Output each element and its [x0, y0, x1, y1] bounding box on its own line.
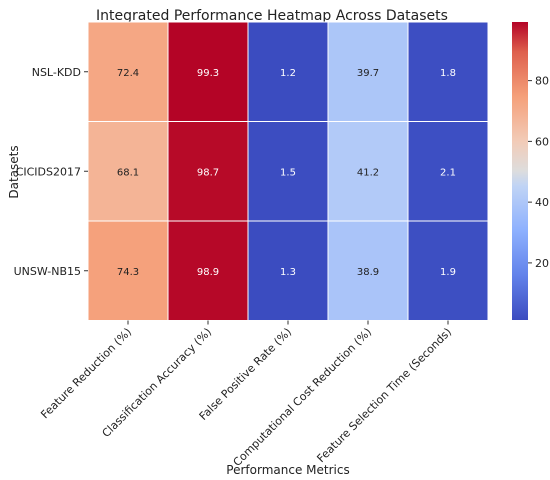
- heatmap-cell: [247, 220, 329, 321]
- cell-value-label: 38.9: [357, 267, 379, 278]
- cell-value-label: 2.1: [440, 167, 456, 178]
- heatmap-cells: [87, 21, 489, 321]
- column-label: Computational Cost Reduction (%): [231, 325, 375, 469]
- cell-value-label: 1.8: [440, 68, 456, 79]
- colorbar-ticks: 20 40 60 80: [528, 75, 549, 270]
- row-tick-labels: NSL-KDD CICIDS2017 UNSW-NB15: [14, 66, 88, 278]
- chart-title: Integrated Performance Heatmap Across Da…: [96, 8, 448, 24]
- row-label: NSL-KDD: [32, 66, 81, 79]
- colorbar-tick-label: 40: [535, 196, 549, 209]
- heatmap-cell: [407, 220, 489, 321]
- cell-value-label: 98.7: [197, 167, 219, 178]
- heatmap-cell: [407, 21, 489, 122]
- cell-value-label: 1.2: [280, 68, 296, 79]
- colorbar: [512, 22, 528, 320]
- colorbar-tick-label: 80: [535, 75, 549, 88]
- cell-value-label: 1.3: [280, 267, 296, 278]
- heatmap-cell: [247, 121, 329, 222]
- cell-value-label: 68.1: [117, 167, 139, 178]
- row-label: UNSW-NB15: [14, 265, 81, 278]
- cell-value-label: 99.3: [197, 68, 219, 79]
- cell-value-label: 1.9: [440, 267, 456, 278]
- heatmap-cell: [167, 220, 249, 321]
- column-tick-labels: Feature Reduction (%)Classification Accu…: [38, 320, 454, 469]
- colorbar-tick-label: 20: [535, 257, 549, 270]
- cell-value-label: 98.9: [197, 267, 219, 278]
- colorbar-tick-label: 60: [535, 135, 549, 148]
- heatmap-cell: [167, 121, 249, 222]
- column-label: Feature Selection Time (Seconds): [314, 325, 454, 465]
- row-label: CICIDS2017: [16, 165, 81, 178]
- cell-value-label: 1.5: [280, 167, 296, 178]
- x-axis-label: Performance Metrics: [226, 463, 349, 477]
- column-label: Feature Reduction (%): [38, 325, 134, 421]
- cell-value-label: 74.3: [117, 267, 139, 278]
- heatmap-cell: [87, 220, 169, 321]
- cell-value-label: 41.2: [357, 167, 379, 178]
- heatmap-cell: [87, 121, 169, 222]
- y-axis-label: Datasets: [7, 145, 21, 198]
- column-label: False Positive Rate (%): [197, 325, 294, 422]
- heatmap-cell-labels: 72.4 99.3 1.2 39.7 1.8 68.1 98.7 1.5 41.2 2.1 74.3…: [117, 68, 456, 278]
- heatmap-cell: [327, 121, 409, 222]
- heatmap-cell: [327, 220, 409, 321]
- cell-value-label: 39.7: [357, 68, 379, 79]
- cell-value-label: 72.4: [117, 68, 139, 79]
